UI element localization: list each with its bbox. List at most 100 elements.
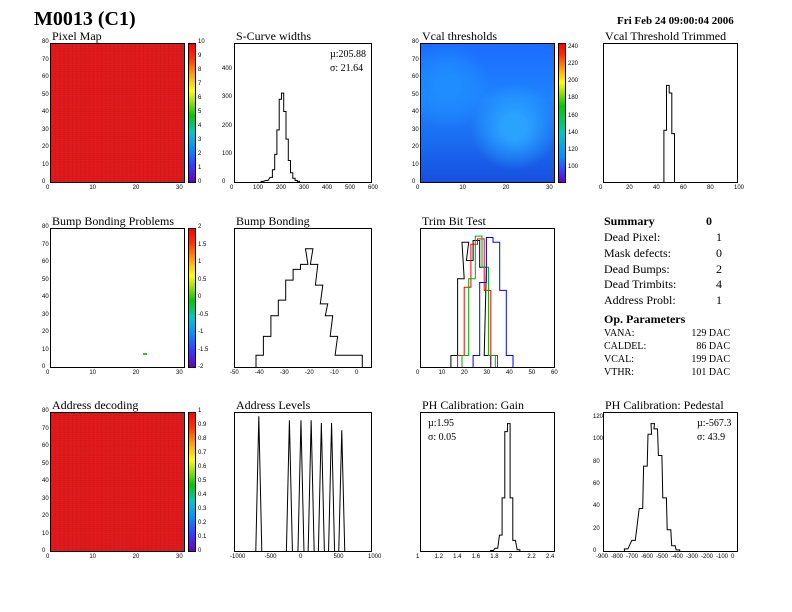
ph-gain-mu: µ:1.95 [428,418,455,429]
scurve-xtick: 400 [322,185,333,191]
vcal-thr-colorbar [558,43,566,183]
address-dec-cbar-ytick: 0.1 [198,534,207,540]
ph-ped-xtick: -400 [671,554,684,560]
address-dec-cbar-ytick: 0.3 [198,506,207,512]
vcal-trim-xtick: 100 [734,185,745,191]
trim-bit-plot [420,228,555,368]
bump-bonding-xtick: -20 [305,370,314,376]
ph-ped-ytick: 20 [593,525,600,532]
summary-label: Dead Bumps: [604,262,670,276]
vcal-thr-cbar-ytick: 180 [568,95,579,102]
bump-bonding-title: Bump Bonding [236,214,310,228]
scurve-xtick: 300 [299,185,310,191]
address-dec-ytick: 0 [42,548,46,554]
bump-problems-xtick: 20 [132,370,140,376]
bump-bonding-series [255,248,363,367]
vcal-trim-histogram [663,84,675,182]
address-dec-cbar-ytick: 1 [198,408,202,414]
vcal-thr-ytick: 50 [412,91,419,98]
trim-bit-xtick: 20 [461,370,468,376]
address-levels-xtick: -1000 [230,554,246,560]
op-param-value: 129 DAC [691,328,730,339]
address-level-peak [285,420,293,551]
address-levels-xtick: 500 [333,554,344,560]
bump-problems-ytick: 40 [42,294,49,300]
pixel-map-ytick: 70 [42,56,49,63]
vcal-thr-cbar-ytick: 200 [568,78,579,85]
pixel-map-xtick: 30 [176,185,183,191]
trim-bit-series-0 [450,240,492,367]
trim-bit-histograms [450,235,514,367]
trim-bit-xtick: 10 [438,370,446,376]
ph-ped-series [623,423,681,551]
vcal-thr-cbar-ytick: 120 [568,146,579,153]
ph-gain-series [490,423,521,551]
address-level-peak [328,422,336,551]
vcal-thr-ytick: 40 [412,109,419,115]
summary-value: 4 [716,277,722,291]
pixel-map-ytick: 60 [42,74,49,80]
op-param-value: 199 DAC [691,354,730,365]
scurve-series [260,92,301,182]
ph-gain-title: PH Calibration: Gain [422,398,524,412]
vcal-thr-plot [420,43,555,183]
vcal-trim-xtick: 0 [599,185,603,191]
ph-ped-xtick: -900 [596,554,609,560]
address-levels-xtick: 1000 [368,554,382,560]
pixel-map-xtick: 10 [89,185,97,191]
report-title: M0013 (C1) [34,8,136,30]
trim-bit-xtick: 0 [416,370,420,376]
summary-label: Dead Trimbits: [604,277,677,291]
trim-bit-title: Trim Bit Test [422,214,486,228]
ph-gain-xtick: 2.4 [546,554,555,560]
address-dec-cbar-ytick: 0.8 [198,436,207,442]
vcal-trim-xtick: 20 [626,185,633,191]
scurve-xtick: 500 [345,185,356,191]
bump-bonding-xtick: -30 [280,370,289,376]
vcal-thr-cbar-ytick: 160 [568,112,579,119]
bump-bonding-plot [234,228,372,368]
ph-ped-xtick: -100 [716,554,729,560]
scurve-xtick: 100 [253,185,264,191]
scurve-plot [234,43,372,183]
address-dec-ytick: 60 [42,443,49,449]
summary-label: Address Probl: [604,293,676,307]
address-dec-plot [50,412,185,552]
pixel-map-cbar-ytick: 3 [198,137,202,143]
pixel-map-ytick: 80 [42,39,49,45]
vcal-thr-ytick: 10 [412,161,419,168]
bump-bonding-xtick: -50 [230,370,239,376]
vcal-thr-ytick: 80 [412,39,419,45]
op-param-value: 101 DAC [691,367,730,378]
scurve-xtick: 600 [368,185,379,191]
ph-gain-plot [420,412,555,552]
ph-ped-mu: µ:-567.3 [697,418,732,429]
pixel-map-cbar-ytick: 10 [198,39,205,45]
pixel-map-ytick: 20 [42,144,49,150]
bump-problems-cbar-ytick: -2 [198,364,204,370]
vcal-thr-cbar-ytick: 240 [568,44,579,50]
pixel-map-colorbar [188,43,196,183]
address-dec-cbar-ytick: 0.6 [198,464,207,470]
address-dec-cbar-ytick: 0 [198,548,202,554]
bump-bonding-xtick: -10 [330,370,339,376]
ph-ped-title: PH Calibration: Pedestal [605,398,724,412]
address-dec-cbar-ytick: 0.2 [198,520,207,526]
vcal-trim-plot [603,43,738,183]
op-param-label: VTHR: [604,367,634,378]
vcal-thr-ytick: 60 [412,74,419,80]
ph-gain-xtick: 1.4 [453,554,462,560]
address-levels-title: Address Levels [236,398,311,412]
vcal-thr-ytick: 30 [412,126,419,133]
ph-ped-xtick: -800 [611,554,624,560]
ph-ped-xtick: -500 [656,554,669,560]
address-dec-cbar-ytick: 0.9 [198,422,207,428]
address-level-peak [317,422,325,551]
pixel-map-cbar-ytick: 0 [198,179,202,185]
address-dec-cbar-ytick: 0.7 [198,450,207,456]
address-dec-title: Address decoding [52,398,139,412]
address-dec-xtick: 30 [176,554,183,560]
ph-ped-ytick: 100 [593,436,604,443]
ph-ped-xtick: 0 [731,554,735,560]
address-dec-ytick: 40 [42,478,49,484]
